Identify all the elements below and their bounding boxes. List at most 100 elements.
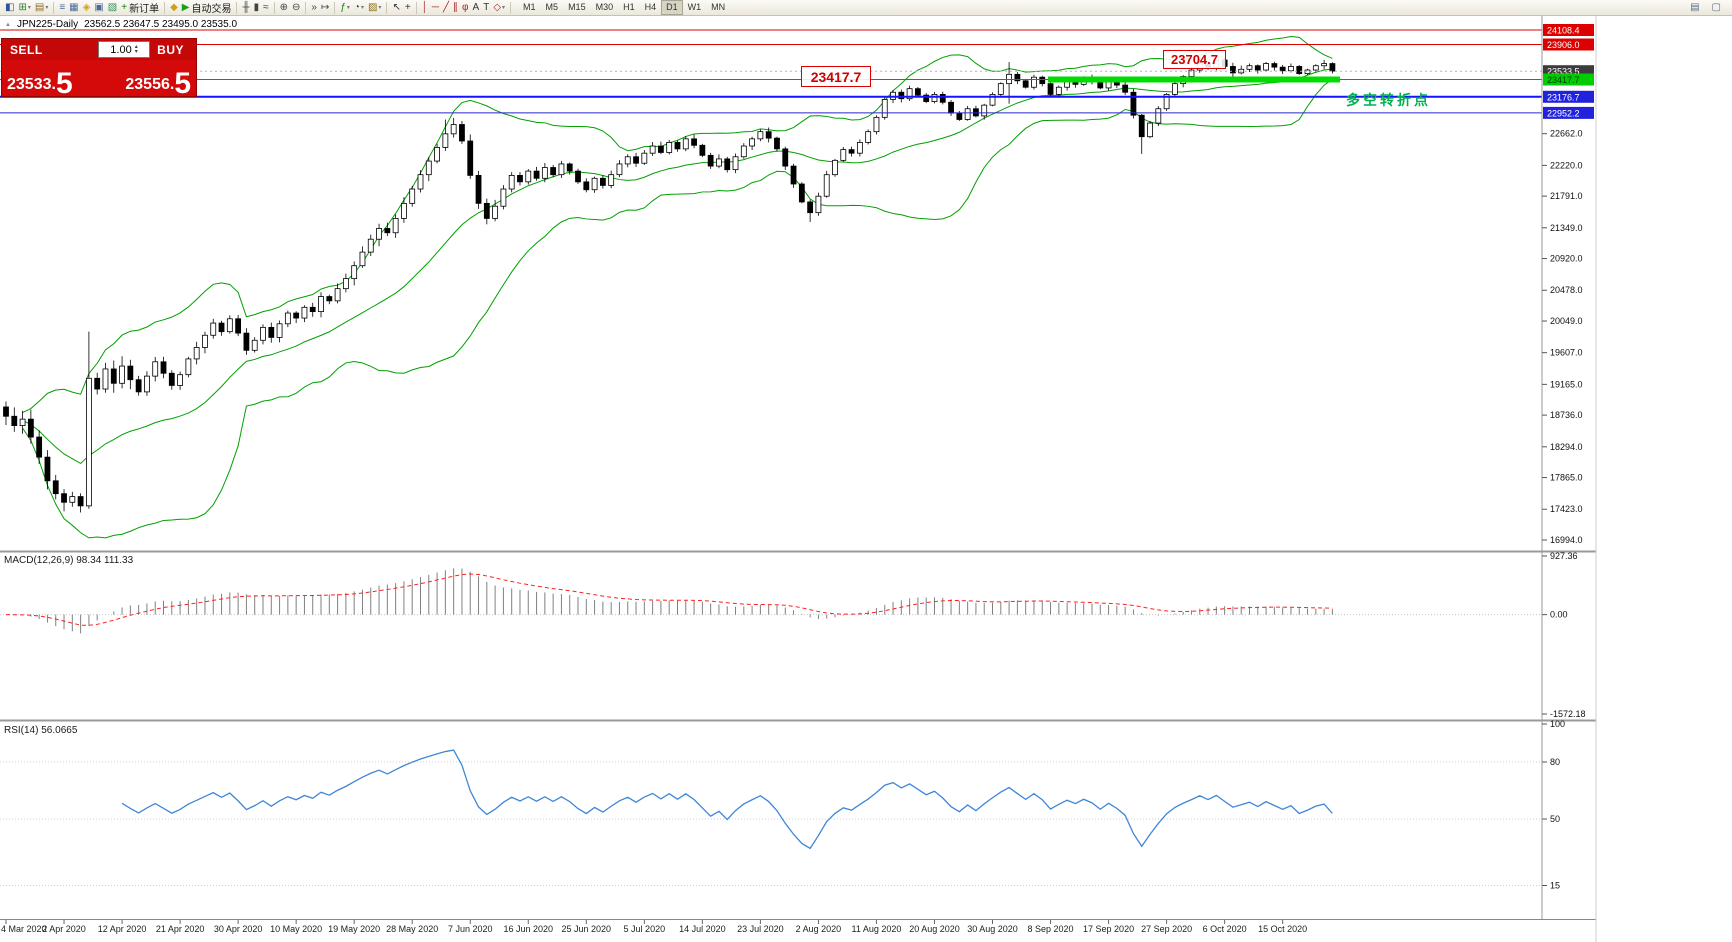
macd-label: MACD(12,26,9) 98.34 111.33: [4, 555, 133, 566]
timeframe-m15[interactable]: M15: [568, 2, 586, 12]
symbol-name: JPN225-Daily: [16, 19, 79, 30]
price-label-box: [1543, 24, 1594, 36]
label-button[interactable]: T: [481, 1, 491, 15]
date-label: 15 Oct 2020: [1258, 924, 1307, 934]
crosshair-button[interactable]: +: [403, 1, 413, 15]
date-label: 19 May 2020: [328, 924, 380, 934]
zoom-out-button[interactable]: ⊖: [290, 1, 302, 15]
timeframe-m5[interactable]: M5: [545, 2, 559, 12]
new-chart-icon: ⊞: [18, 1, 27, 13]
periods-button[interactable]: ◔ ▾: [352, 1, 366, 15]
zoom-in-button[interactable]: ⊕: [278, 1, 290, 15]
volume-up-icon[interactable]: ▴: [134, 43, 138, 50]
chart-list-button[interactable]: ▤: [1688, 1, 1701, 15]
fibonacci-button[interactable]: φ: [460, 1, 470, 15]
timeframe-d1[interactable]: D1: [661, 0, 683, 15]
macd-values: 98.34 111.33: [76, 555, 134, 566]
vertical-line-button[interactable]: │: [420, 1, 430, 15]
date-label: 28 May 2020: [386, 924, 438, 934]
terminal-icon: ▣: [94, 1, 104, 13]
auto-scroll-button[interactable]: »: [309, 1, 319, 15]
volume-stepper[interactable]: ▴ ▾: [134, 43, 138, 55]
line-chart-button[interactable]: ≈: [261, 1, 271, 15]
buy-price-main: 23556.: [125, 76, 175, 93]
channel-button[interactable]: ∥: [451, 1, 460, 15]
price-tick-label: 20478.0: [1550, 285, 1583, 295]
date-label: 20 Aug 2020: [909, 924, 960, 934]
timeframe-h4[interactable]: H4: [644, 2, 657, 12]
text-button[interactable]: A: [471, 1, 482, 15]
indicators-button[interactable]: ƒ ▾: [338, 1, 352, 15]
periods-icon: ◔: [353, 1, 360, 13]
timeframe-w1[interactable]: W1: [687, 2, 702, 12]
date-label: 7 Jun 2020: [448, 924, 493, 934]
sell-price[interactable]: 23533. 5: [7, 69, 73, 99]
market-watch-button[interactable]: ≡: [57, 1, 67, 15]
ohlc-bars-button[interactable]: ╫: [240, 1, 251, 15]
toolbar-corner: ▤ ▢: [1688, 1, 1729, 15]
date-label: 2 Aug 2020: [796, 924, 842, 934]
cursor-button[interactable]: ↖: [390, 1, 402, 15]
timeframe-h1[interactable]: H1: [623, 2, 635, 12]
toolbar-separator: [273, 1, 275, 14]
new-order-button[interactable]: + 新订单: [119, 1, 161, 16]
macd-axis-label: 0.00: [1550, 610, 1568, 620]
dock-chart-button[interactable]: ▢: [1710, 1, 1723, 15]
price-tick-label: 19165.0: [1550, 379, 1583, 389]
date-label: 14 Jul 2020: [679, 924, 726, 934]
shapes-button[interactable]: ◇ ▾: [491, 1, 507, 15]
sell-button[interactable]: SELL: [10, 42, 43, 57]
fibonacci-icon: φ: [462, 1, 469, 13]
new-order-button-label: 新订单: [129, 4, 160, 15]
price-tick-label: 17865.0: [1550, 473, 1583, 483]
candlestick-button[interactable]: ▮: [252, 1, 262, 15]
date-label: 25 Jun 2020: [562, 924, 612, 934]
date-label: 4 Mar 2020: [1, 924, 47, 934]
price-tick-label: 20920.0: [1550, 254, 1583, 264]
buy-button[interactable]: BUY: [157, 42, 184, 57]
timeframe-m30[interactable]: M30: [595, 2, 614, 12]
chart-shift-button[interactable]: ↦: [319, 1, 331, 15]
strategy-tester-icon: ▧: [107, 1, 118, 13]
profiles-button[interactable]: ▤ ▾: [33, 1, 50, 15]
rsi-line: [121, 749, 1333, 850]
one-click-trading-panel[interactable]: SELL 1.00 ▴ ▾ BUY 23533. 5 23556. 5: [1, 38, 197, 99]
templates-button[interactable]: ▨ ▾: [366, 1, 383, 15]
chart-plot-area[interactable]: [0, 16, 1542, 920]
new-order-icon: +: [121, 1, 128, 13]
app-icon-button[interactable]: ◧: [3, 1, 16, 15]
toolbar-separator: [53, 1, 55, 14]
dropdown-caret-icon: ▾: [502, 5, 506, 11]
timeframe-mn[interactable]: MN: [711, 2, 726, 12]
buy-price[interactable]: 23556. 5: [125, 69, 191, 99]
horizontal-line-button[interactable]: ─: [430, 1, 441, 15]
date-label: 6 Oct 2020: [1203, 924, 1247, 934]
swing-high-annotation[interactable]: 23704.7: [1163, 50, 1226, 69]
trendline-button[interactable]: ╱: [441, 1, 451, 15]
timeframe-m1[interactable]: M1: [523, 2, 536, 12]
navigator-button[interactable]: ◈: [81, 1, 93, 15]
strategy-tester-button[interactable]: ▧: [106, 1, 119, 15]
dropdown-caret-icon: ▾: [378, 5, 382, 11]
volume-input[interactable]: 1.00 ▴ ▾: [98, 41, 150, 58]
chart-list-icon: ▤: [1690, 1, 1700, 13]
price-tick-label: 22220.0: [1550, 160, 1583, 170]
autotrading-button[interactable]: ▶ 自动交易: [180, 1, 234, 16]
metaeditor-button[interactable]: ◆: [168, 1, 180, 15]
price-label-23906.0: 23906.0: [1547, 40, 1580, 50]
terminal-button[interactable]: ▣: [92, 1, 105, 15]
support-price-annotation[interactable]: 23417.7: [801, 66, 871, 87]
data-window-button[interactable]: ▦: [67, 1, 80, 15]
rsi-axis-label: 80: [1550, 757, 1560, 767]
new-chart-button[interactable]: ⊞ ▾: [16, 1, 32, 15]
dropdown-caret-icon: ▾: [360, 5, 364, 11]
price-axis[interactable]: 22662.0 22220.0 21791.0 21349.0 20920.0 20478…: [1542, 24, 1594, 891]
turning-point-note[interactable]: 多空转折点: [1346, 92, 1431, 108]
volume-down-icon[interactable]: ▾: [134, 48, 138, 55]
timeframe-group: M1 M5 M15 M30 H1 H4 D1 W1 MN: [518, 0, 730, 15]
horizontal-line-icon: ─: [431, 1, 440, 13]
toolbar-separator: [305, 1, 307, 14]
price-tick-label: 20049.0: [1550, 316, 1583, 326]
